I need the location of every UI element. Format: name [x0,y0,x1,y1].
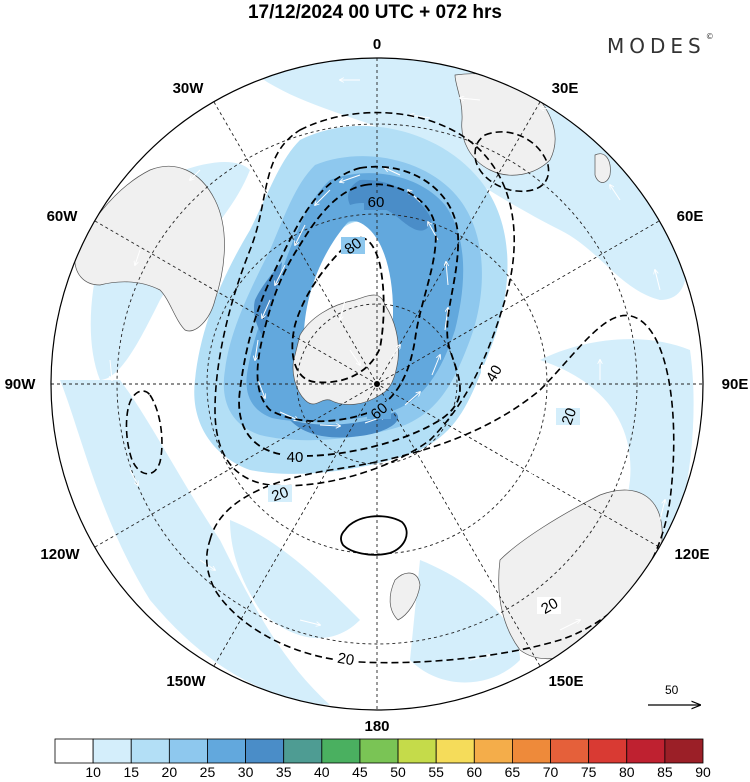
lon-label-0: 0 [373,36,381,53]
lon-label-150w: 150W [166,673,206,690]
contour-label-group: 60 80 60 40 40 20 20 20 20 [268,193,580,669]
colorbar-tick-label: 35 [275,764,292,780]
lon-label-60w: 60W [47,208,79,225]
colorbar-swatch [626,738,666,764]
colorbar-swatch [664,738,704,764]
colorbar-tick-label: 15 [123,764,140,780]
colorbar-swatch [550,738,590,764]
colorbar-tick-label: 80 [618,764,635,780]
contour-20 [205,314,675,664]
colorbar [54,738,704,764]
contour-20-inner [214,111,516,487]
colorbar-tick-label: 10 [85,764,101,780]
colorbar-swatch [130,738,170,764]
colorbar-swatch [512,738,551,764]
contour-40 [238,165,461,457]
colorbar-swatch [245,738,285,764]
lon-label-30e: 30E [552,80,579,97]
colorbar-tick-label: 90 [695,764,711,780]
colorbar-swatch [92,738,132,764]
colorbar-swatch [168,738,208,764]
colorbar-tick-label: 60 [466,764,483,780]
wind-speed-shading-moderate [194,125,508,474]
colorbar-swatch [207,738,246,764]
colorbar-swatch [359,738,399,764]
contour-label: 60 [368,194,385,211]
lon-label-150e: 150E [548,673,583,690]
lon-label-180: 180 [364,718,389,735]
antarctica [292,294,399,405]
lon-label-120e: 120E [674,546,709,563]
colorbar-tick-label: 40 [314,764,330,780]
longitude-labels: 0 30E 60E 90E 120E 150E 180 150W 120W 90… [5,36,749,735]
colorbar-swatch [588,738,628,764]
contour-label: 20 [269,484,290,506]
new-zealand [389,572,421,621]
contour-20-west [125,390,163,475]
colorbar-tick-label: 55 [428,764,444,780]
colorbar-tick-label: 65 [504,764,521,780]
madagascar [594,153,611,183]
colorbar-swatch [321,738,361,764]
map-border [50,57,704,711]
colorbar-swatch [435,738,475,764]
colorbar-tick-label: 85 [657,764,673,780]
wind-contours [125,111,675,664]
contour-80 [291,236,385,384]
lon-label-30w: 30W [173,80,205,97]
colorbar-tick-label: 50 [390,764,406,780]
colorbar-tick-label: 70 [542,764,559,780]
south-america [74,166,225,332]
contour-label: 20 [538,595,561,618]
colorbar-ticks: 10 15 20 25 30 35 40 45 50 55 60 65 70 75 80 85 90 [0,764,750,782]
contour-label: 40 [287,449,304,466]
scale-arrow-label: 50 [665,683,679,697]
colorbar-swatch [283,738,323,764]
brand-logo: MODES© [607,32,714,58]
colorbar-tick-label: 30 [237,764,254,780]
lon-label-60e: 60E [677,208,704,225]
brand-name: MODES [607,34,706,58]
contour-20-africa [474,131,550,192]
lon-label-90e: 90E [722,376,749,393]
south-pole-marker [374,381,380,387]
colorbar-swatch [397,738,437,764]
map-content [51,58,703,710]
colorbar-tick-label: 75 [580,764,597,780]
colorbar-swatch [54,738,94,764]
contour-label: 80 [342,235,365,258]
contour-label: 40 [483,362,506,385]
copyright-mark: © [705,32,714,41]
colorbar-swatch [473,738,513,764]
contour-label: 20 [336,650,355,670]
contour-label: 20 [559,406,581,427]
lon-label-120w: 120W [40,546,80,563]
colorbar-tick-label: 25 [199,764,216,780]
colorbar-tick-label: 45 [352,764,368,780]
lon-label-90w: 90W [5,376,37,393]
contour-60 [256,183,437,423]
contour-solid-low [340,515,408,556]
page-title: 17/12/2024 00 UTC + 072 hrs [247,2,503,23]
colorbar-tick-label: 20 [161,764,178,780]
